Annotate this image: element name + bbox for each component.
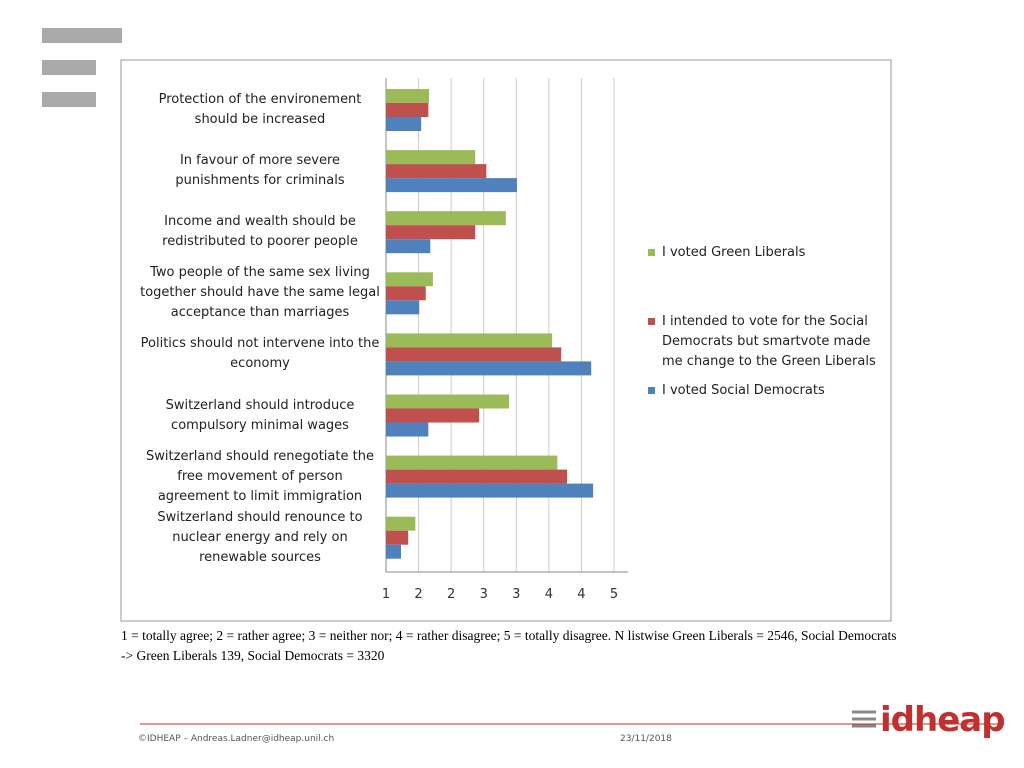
legend-label: I voted Social Democrats <box>662 383 825 398</box>
bar <box>386 225 476 240</box>
bar <box>386 286 426 301</box>
category-label: Switzerland should renounce to nuclear e… <box>157 509 363 565</box>
bar <box>386 530 409 545</box>
category-label: Two people of the same sex living togeth… <box>140 265 380 321</box>
bar <box>386 89 429 103</box>
bar <box>386 103 429 117</box>
bar <box>386 347 562 362</box>
x-tick-label: 4 <box>577 587 585 602</box>
x-tick-label: 2 <box>414 587 422 602</box>
legend-swatch <box>648 318 655 325</box>
category-label: Switzerland should introduce compulsory … <box>165 397 355 433</box>
category-label: Protection of the environement should be… <box>158 92 362 127</box>
x-tick-label: 1 <box>382 587 390 602</box>
bar <box>386 300 420 315</box>
bar <box>386 361 592 376</box>
legend-label: I voted Green Liberals <box>662 245 806 260</box>
legend-label: I intended to vote for the Social Democr… <box>662 314 876 369</box>
bar <box>386 408 480 423</box>
x-tick-label: 3 <box>512 587 520 602</box>
bar <box>386 150 476 165</box>
chart-frame <box>120 59 892 622</box>
bar <box>386 333 553 348</box>
bar <box>386 544 401 559</box>
category-label: Income and wealth should be redistribute… <box>162 214 358 250</box>
bar <box>386 516 416 531</box>
bar <box>386 469 568 484</box>
footnote: 1 = totally agree; 2 = rather agree; 3 =… <box>121 628 897 663</box>
bar <box>386 239 431 254</box>
bar <box>386 483 594 498</box>
category-label: Switzerland should renegotiate the free … <box>146 448 374 504</box>
bar <box>386 394 510 409</box>
bar <box>386 422 429 437</box>
bar <box>386 117 422 131</box>
category-label: In favour of more severe punishments for… <box>175 153 345 189</box>
legend-swatch <box>648 249 655 256</box>
logo: idheap <box>880 700 1006 740</box>
bar <box>386 211 506 226</box>
x-tick-label: 3 <box>480 587 488 602</box>
bar <box>386 272 433 287</box>
footer-date: 23/11/2018 <box>620 734 672 744</box>
x-tick-label: 5 <box>610 587 618 602</box>
deco-bar <box>42 92 96 107</box>
bar <box>386 455 558 470</box>
footer-copyright: ©IDHEAP – Andreas.Ladner@idheap.unil.ch <box>138 734 335 744</box>
deco-bar <box>42 60 96 75</box>
x-tick-label: 4 <box>545 587 553 602</box>
bar <box>386 178 517 193</box>
bar <box>386 164 487 179</box>
deco-bar <box>42 28 122 43</box>
x-tick-label: 2 <box>447 587 455 602</box>
category-label: Politics should not intervene into the e… <box>140 336 380 372</box>
legend-swatch <box>648 387 655 394</box>
